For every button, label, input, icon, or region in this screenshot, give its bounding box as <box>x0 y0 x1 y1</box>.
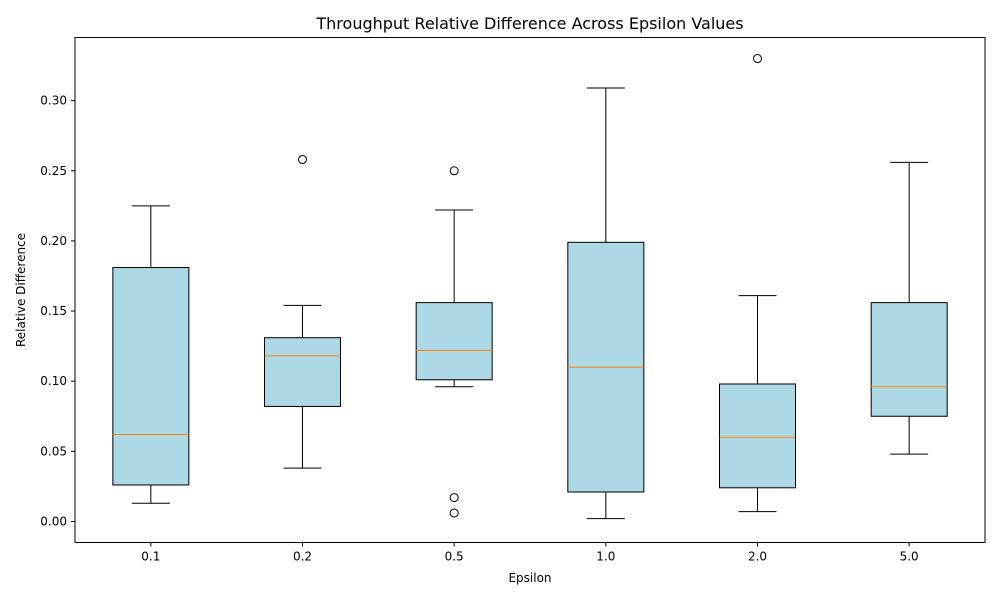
x-tick-label: 5.0 <box>900 550 919 564</box>
x-tick-label: 2.0 <box>748 550 767 564</box>
box-iqr <box>112 267 190 486</box>
box-iqr <box>719 383 796 489</box>
outlier-point <box>449 166 459 176</box>
y-tick-label: 0.20 <box>40 234 67 248</box>
chart-title: Throughput Relative Difference Across Ep… <box>315 14 743 33</box>
y-tick-label: 0.25 <box>40 164 67 178</box>
box-iqr <box>870 302 948 417</box>
plot-area: 0.00 0.05 0.10 0.15 0.20 0.25 0.30 0.1 0.2 0.5 1.0… <box>40 54 948 564</box>
x-tick-label: 0.5 <box>445 550 464 564</box>
x-tick-label: 1.0 <box>596 550 615 564</box>
y-tick-label: 0.30 <box>40 94 67 108</box>
plot-frame <box>74 37 986 543</box>
outlier-point <box>449 493 459 503</box>
x-tick-label: 0.2 <box>293 550 312 564</box>
outlier-point <box>298 155 307 165</box>
y-tick-label: 0.15 <box>40 304 67 318</box>
outlier-point <box>449 508 459 518</box>
box-iqr <box>415 302 493 381</box>
outlier-point <box>753 54 762 64</box>
y-tick-label: 0.10 <box>40 374 67 388</box>
y-tick-label: 0.05 <box>40 444 67 458</box>
box-iqr <box>264 337 341 407</box>
x-tick-label: 0.1 <box>141 550 160 564</box>
x-axis-label: Epsilon <box>508 571 551 585</box>
y-tick-label: 0.00 <box>40 514 67 528</box>
y-axis-label: Relative Difference <box>14 233 28 347</box>
